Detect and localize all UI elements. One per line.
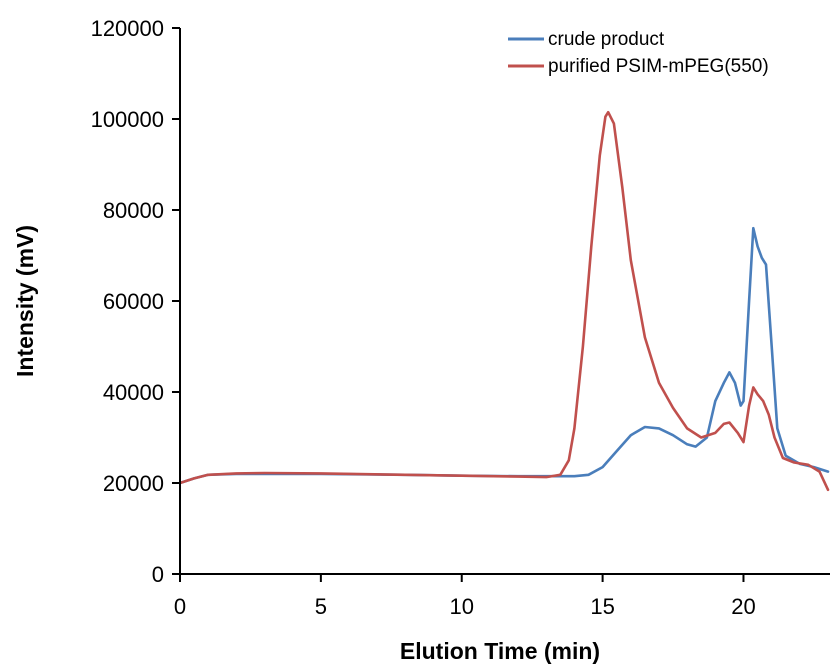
x-tick-label: 0 <box>174 594 186 619</box>
legend-label: crude product <box>548 29 665 50</box>
x-tick-label: 15 <box>590 594 614 619</box>
y-ticks: 0 20000 40000 60000 80000 100000 120000 <box>91 16 180 587</box>
y-tick-label: 40000 <box>103 380 164 405</box>
series-line-1 <box>178 226 830 485</box>
legend: crude product purified PSIM-mPEG(550) <box>508 29 769 77</box>
x-tick-label: 5 <box>315 594 327 619</box>
y-tick-label: 20000 <box>103 471 164 496</box>
y-tick-label: 0 <box>152 562 164 587</box>
x-tick-label: 10 <box>449 594 473 619</box>
x-axis-title: Elution Time (min) <box>400 638 600 664</box>
y-tick-label: 100000 <box>91 107 164 132</box>
y-tick-label: 60000 <box>103 289 164 314</box>
x-ticks: 0 5 10 15 20 <box>174 574 756 619</box>
series-line-2 <box>178 110 830 492</box>
y-axis-title: Intensity (mV) <box>12 225 38 377</box>
y-tick-label: 120000 <box>91 16 164 41</box>
y-tick-label: 80000 <box>103 198 164 223</box>
plot-lines <box>178 110 830 492</box>
legend-label: purified PSIM-mPEG(550) <box>548 56 769 77</box>
x-tick-label: 20 <box>731 594 755 619</box>
